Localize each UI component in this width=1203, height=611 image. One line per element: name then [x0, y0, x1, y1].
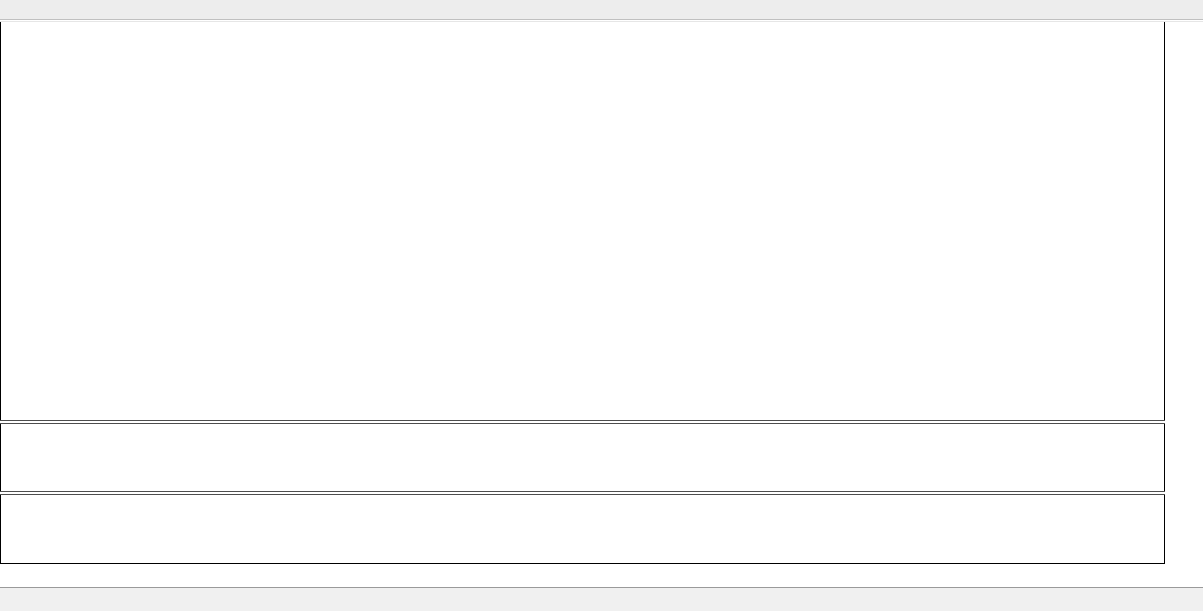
pane-separator-macd[interactable]	[0, 420, 1165, 424]
chart-symbol-header	[6, 26, 36, 40]
price-pane	[1, 22, 1164, 420]
symbol-tabbar	[0, 587, 1203, 611]
timeframe-toolbar	[0, 0, 1203, 20]
macd-pane	[1, 424, 1164, 491]
rsi-pane	[1, 495, 1164, 563]
toolbar-divider	[0, 21, 1203, 22]
rsi-indicator-label	[5, 497, 13, 509]
macd-indicator-label	[5, 426, 17, 438]
date-axis[interactable]	[0, 564, 1165, 586]
price-axis[interactable]	[1166, 22, 1203, 586]
pane-separator-rsi[interactable]	[0, 491, 1165, 495]
